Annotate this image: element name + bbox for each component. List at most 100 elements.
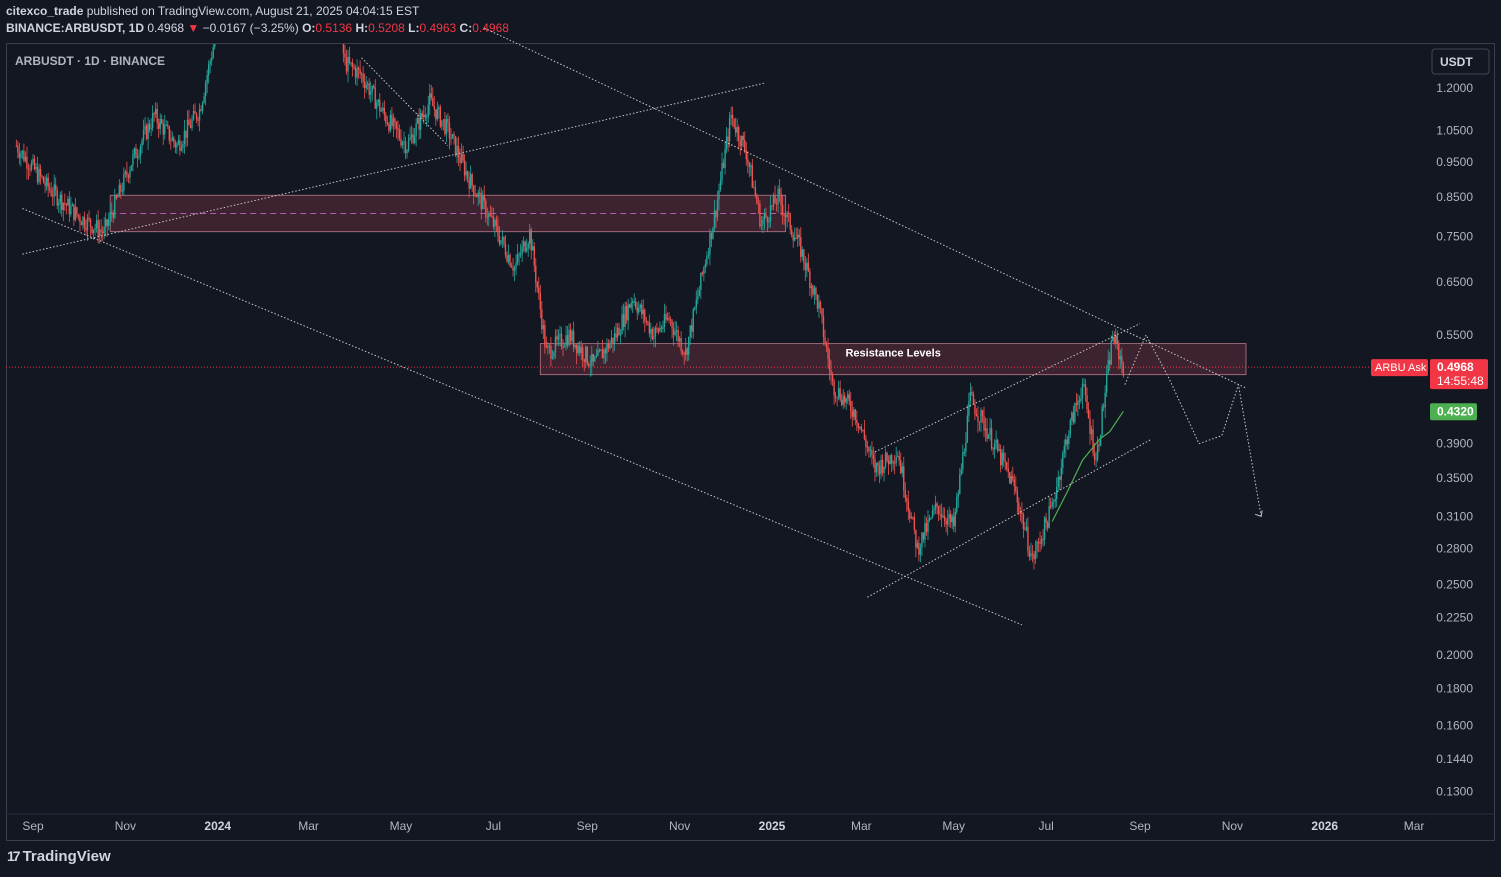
candle-body <box>728 117 731 142</box>
candle-body <box>733 118 735 128</box>
candle-body <box>379 99 381 112</box>
candle-body <box>1090 429 1093 435</box>
low-label: L: <box>408 21 420 35</box>
candle-body <box>209 61 211 65</box>
candle-body <box>901 466 903 474</box>
candle-body <box>124 171 127 174</box>
candle-body <box>730 114 732 118</box>
candle-body <box>850 401 852 412</box>
candle-body <box>925 523 928 532</box>
candle-body <box>922 532 925 540</box>
candle-body <box>668 317 670 320</box>
candle-body <box>892 462 894 464</box>
tradingview-logo[interactable]: 17 TradingView <box>7 848 111 865</box>
candle-body <box>1087 408 1090 419</box>
candle-body <box>616 327 619 338</box>
zones-layer: Resistance Levels <box>109 194 1247 376</box>
candle-body <box>135 148 137 158</box>
pane-symbol-label: ARBUSDT · 1D · BINANCE <box>15 54 165 68</box>
candle-body <box>112 213 114 218</box>
candle-body <box>515 262 517 268</box>
candle-body <box>123 173 125 191</box>
candle-body <box>1006 462 1008 469</box>
candle-body <box>937 506 940 515</box>
candle-body <box>117 196 119 198</box>
candle-body <box>164 124 166 135</box>
candle-body <box>845 398 847 403</box>
candle-body <box>415 123 417 136</box>
candle-body <box>1113 336 1115 344</box>
candle-body <box>344 53 346 58</box>
candle-body <box>85 227 87 231</box>
candle-body <box>1066 439 1069 444</box>
candle-body <box>204 83 207 97</box>
open-value: 0.5136 <box>315 21 353 35</box>
candle-body <box>548 345 551 347</box>
candle-body <box>719 180 722 190</box>
time-axis[interactable]: Sep Nov 2024 Mar May Jul Sep Nov 2025 Mar May Jul Se… <box>22 819 1424 833</box>
candle-body <box>1048 506 1050 528</box>
candle-body <box>722 163 725 168</box>
price-tick-label: 0.9500 <box>1436 155 1473 169</box>
candle-body <box>214 44 216 48</box>
zone-box <box>539 343 1247 376</box>
candle-body <box>806 262 808 270</box>
candle-body <box>950 514 952 523</box>
time-tick-label: Sep <box>1129 819 1151 833</box>
candle-body <box>980 410 982 423</box>
candle-body <box>645 321 648 323</box>
candle-body <box>170 140 172 142</box>
candle-body <box>853 409 855 417</box>
candle-body <box>783 214 785 216</box>
candle-body <box>934 503 937 509</box>
candle-body <box>1071 412 1073 421</box>
candle-body <box>1081 384 1084 399</box>
candle-body <box>138 155 140 157</box>
candle-body <box>1122 364 1125 376</box>
candle-body <box>489 213 492 216</box>
candle-body <box>491 215 493 217</box>
time-tick-label: Mar <box>298 819 319 833</box>
author-name[interactable]: citexco_trade <box>6 4 84 18</box>
currency-button[interactable]: USDT <box>1431 48 1490 75</box>
candle-body <box>875 462 878 473</box>
candle-body <box>147 123 149 139</box>
price-tick-label: 0.1600 <box>1436 719 1473 733</box>
published-text: published on TradingView.com, August 21,… <box>83 4 420 18</box>
candle-body <box>192 110 195 120</box>
candle-body <box>409 137 411 140</box>
candle-body <box>406 150 408 154</box>
candle-body <box>753 187 755 189</box>
price-tick-label: 1.2000 <box>1436 81 1473 95</box>
candle-body <box>498 236 501 244</box>
candle-body <box>1004 460 1006 463</box>
candle-body <box>727 136 729 142</box>
candle-body <box>111 212 113 214</box>
candle-body <box>724 148 726 168</box>
price-axis[interactable]: 1.2000 1.0500 0.9500 0.8500 0.7500 0.6500 0.55… <box>1436 81 1473 798</box>
candle-body <box>1024 529 1026 531</box>
candle-body <box>1115 335 1117 344</box>
candle-body <box>429 93 431 105</box>
candle-body <box>1093 453 1096 460</box>
candle-body <box>589 365 591 367</box>
candle-body <box>774 195 776 204</box>
candle-body <box>513 267 516 271</box>
candle-body <box>79 216 81 223</box>
candle-body <box>174 142 177 148</box>
candle-body <box>151 113 154 129</box>
candle-body <box>946 518 949 525</box>
candle-body <box>530 229 532 251</box>
candle-body <box>1084 384 1087 395</box>
candle-body <box>504 244 507 256</box>
candle-body <box>1101 406 1103 436</box>
candle-body <box>388 124 390 131</box>
candle-body <box>863 430 866 439</box>
candle-body <box>815 287 817 295</box>
candle-body <box>818 301 820 309</box>
candle-body <box>945 520 947 525</box>
candle-body <box>712 227 714 239</box>
candle-body <box>856 419 858 424</box>
candle-body <box>162 123 164 135</box>
